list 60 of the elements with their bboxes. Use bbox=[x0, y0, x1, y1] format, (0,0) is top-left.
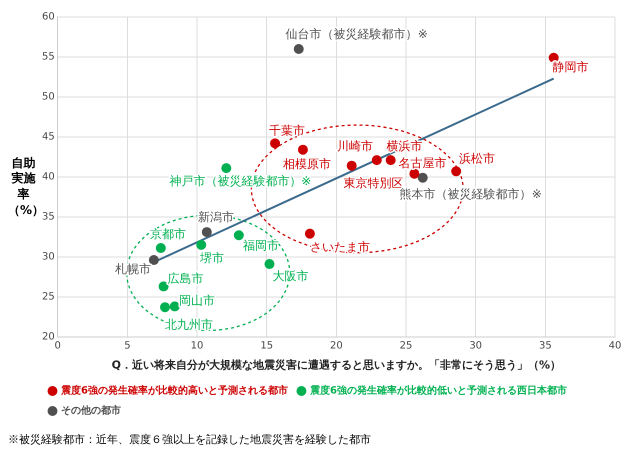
point bbox=[346, 160, 357, 171]
point bbox=[234, 230, 244, 240]
annotation: さいたま市 bbox=[310, 240, 370, 254]
x-tick-label: 0 bbox=[54, 340, 62, 352]
annotation: 北九州市 bbox=[165, 317, 214, 332]
annotation: 京都市 bbox=[150, 227, 186, 242]
y-tick-label: 35 bbox=[42, 211, 55, 222]
annotation: 浜松市 bbox=[459, 151, 496, 166]
point bbox=[170, 301, 180, 312]
point bbox=[305, 228, 316, 239]
x-tick-label: 40 bbox=[608, 340, 622, 352]
point bbox=[298, 144, 308, 155]
x-tick-label: 20 bbox=[330, 340, 343, 352]
point bbox=[451, 166, 462, 176]
text: ※被災経験都市：近年、震度６強以上を記録した地震災害を経験した都市 bbox=[8, 432, 372, 447]
y-tick-label: 20 bbox=[42, 331, 55, 342]
point bbox=[294, 44, 304, 54]
annotation: 千葉市 bbox=[269, 123, 306, 138]
x-tick-label: 30 bbox=[470, 340, 482, 352]
x-axis-title: Q．近い将来自分が大規模な地震災害に遭遇すると思いますか。「非常にそう思う」（%） bbox=[112, 358, 562, 372]
annotation: 広島市 bbox=[168, 272, 204, 286]
point bbox=[160, 302, 170, 312]
point bbox=[264, 259, 275, 270]
annotation: 札幌市 bbox=[115, 262, 152, 276]
point bbox=[270, 138, 280, 148]
y-tick-label: 60 bbox=[42, 12, 55, 23]
point bbox=[158, 281, 169, 292]
y-tick-label: 25 bbox=[42, 291, 55, 302]
annotation: 岡山市 bbox=[178, 294, 215, 308]
annotation: 大阪市 bbox=[272, 269, 309, 284]
y-tick-label: 45 bbox=[42, 132, 55, 143]
y-tick-label: 40 bbox=[42, 171, 55, 182]
point bbox=[196, 240, 206, 250]
annotation: 仙台市（被災経験都市）※ bbox=[286, 27, 428, 42]
legend-label: 震度6強の発生確率が比較的高いと予測される都市 bbox=[60, 384, 288, 397]
x-tick-label: 35 bbox=[539, 340, 552, 352]
point bbox=[156, 243, 166, 254]
x-tick-label: 5 bbox=[124, 340, 131, 352]
y-tick-label: 55 bbox=[42, 52, 55, 63]
annotation: 静岡市 bbox=[552, 60, 589, 74]
point bbox=[372, 155, 382, 166]
point bbox=[386, 155, 396, 166]
annotation: 福岡市 bbox=[243, 238, 280, 252]
point bbox=[418, 172, 428, 183]
x-tick-label: 15 bbox=[260, 340, 274, 352]
point bbox=[149, 255, 160, 266]
point bbox=[410, 168, 420, 179]
annotation: 相模原市 bbox=[283, 156, 332, 171]
point bbox=[202, 227, 212, 238]
annotation: 堺市 bbox=[199, 250, 224, 265]
legend-label: その他の都市 bbox=[61, 404, 122, 417]
x-tick-label: 25 bbox=[400, 340, 413, 352]
annotation: 川崎市 bbox=[336, 139, 373, 154]
annotation: 名古屋市 bbox=[398, 156, 447, 170]
point bbox=[221, 163, 232, 174]
x-tick-label: 10 bbox=[190, 340, 204, 352]
y-tick-label: 30 bbox=[42, 251, 55, 262]
y-tick-label: 50 bbox=[42, 92, 55, 103]
annotation: 神戸市（被災経験都市）※ bbox=[169, 174, 312, 188]
legend-label: 震度6強の発生確率が比較的低いと予測される西日本都市 bbox=[309, 384, 568, 397]
